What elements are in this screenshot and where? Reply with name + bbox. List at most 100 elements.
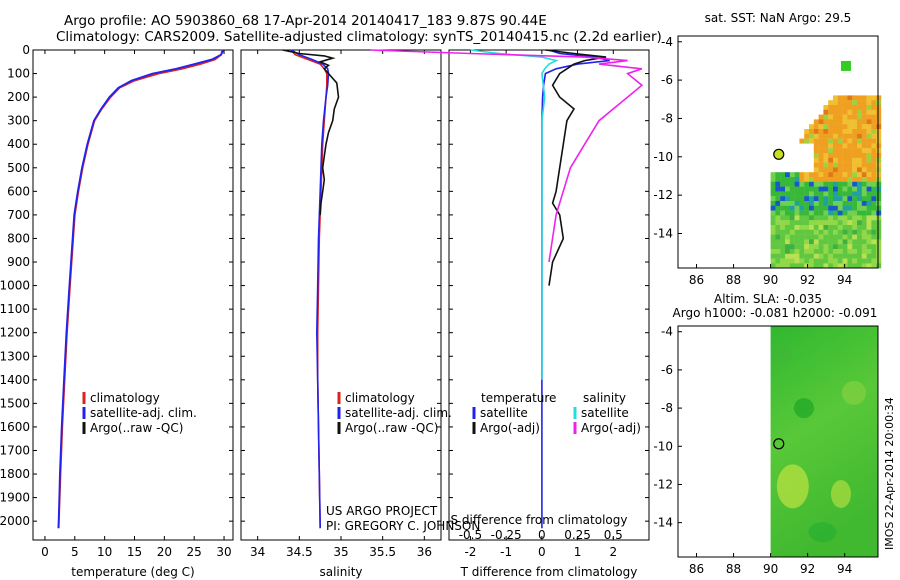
sst-cell [809,196,814,202]
sst-cell [828,181,834,187]
difference-series-1 [545,49,607,286]
sst-cell [861,162,867,168]
sst-cell [876,109,882,115]
sst-cell [866,138,872,144]
sst-cell [813,148,819,154]
sst-cell [823,109,829,115]
sst-cell [847,201,853,206]
sst-cell [804,210,810,216]
sst-cell [857,105,862,110]
sst-cell [833,258,838,264]
sst-cell [833,234,838,240]
sst-cell [852,225,858,230]
sst-cell [828,210,834,216]
sst-cell [876,220,882,226]
difference-series-2 [470,49,559,380]
sst-cell [876,205,882,211]
sst-cell [837,177,843,182]
sst-cell [775,201,781,206]
sst-cell [828,167,834,173]
sst-cell [833,215,838,221]
sst-cell [847,215,853,221]
sst-cell [871,229,877,235]
sst-cell [789,239,795,245]
sst-cell [837,225,843,230]
sst-cell [809,220,814,226]
sst-cell [804,201,810,206]
sla-map-ytick-label: -10 [653,439,673,453]
sst-cell [804,239,810,245]
sst-cell [861,220,867,226]
sst-cell [861,263,867,269]
temperature-ytick-label: 1800 [0,467,30,481]
sst-cell [861,172,867,178]
sst-cell [770,181,776,187]
sst-cell [823,229,829,235]
sst-cell [876,100,882,106]
sst-cell [818,244,824,250]
sst-cell [852,253,858,259]
sla-map-xtick-label: 90 [763,562,778,576]
sst-cell [823,249,829,254]
sst-cell [861,205,867,211]
sst-cell [861,143,867,149]
sst-cell [852,244,858,250]
sst-cell [823,258,829,264]
sst-cell [861,105,867,110]
sst-cell [871,167,877,173]
sst-cell [837,258,843,264]
sst-cell [842,148,848,154]
sst-cell [823,205,829,211]
sst-cell [837,95,843,101]
sst-cell [809,225,814,230]
difference-legend-s-sat-label: satellite [581,406,629,420]
sst-cell [799,210,805,216]
sst-cell [852,196,858,202]
sst-cell [871,177,877,182]
sst-cell [866,143,872,149]
sst-cell [833,201,838,206]
sst-cell [842,124,848,130]
sst-cell [770,177,776,182]
sst-cell [813,177,819,182]
sst-cell [818,205,824,211]
sst-cell [809,215,814,221]
sst-cell [842,249,848,254]
sst-cell [871,249,877,254]
sst-cell [794,201,800,206]
sst-cell [813,244,819,250]
sst-cell [861,234,867,240]
sst-cell [833,162,838,168]
sst-cell [775,234,781,240]
sst-cell [852,215,858,221]
temperature-ytick-label: 200 [7,90,30,104]
sst-cell [842,143,848,149]
sst-cell [809,133,814,139]
sst-cell [876,157,882,163]
sst-cell [857,225,862,230]
sst-cell [837,181,843,187]
sst-cell [799,244,805,250]
sst-cell [828,244,834,250]
sst-cell [866,249,872,254]
sst-cell [809,253,814,259]
sst-cell [813,220,819,226]
sst-cell [818,234,824,240]
sst-cell [789,258,795,264]
sst-cell [799,205,805,211]
sst-cell [837,249,843,254]
sla-blob [793,398,814,419]
sst-cell [857,100,862,106]
sst-cell [785,210,790,216]
sst-cell [866,124,872,130]
sst-cell [871,191,877,197]
difference-xtick-label: -1 [500,545,512,559]
sst-cell [785,205,790,211]
sla-map-ytick-label: -6 [661,363,673,377]
sst-cell [804,205,810,211]
sst-cell [833,186,838,192]
temperature-ytick-label: 800 [7,231,30,245]
sst-cell [857,215,862,221]
sst-cell [785,196,790,202]
sst-cell [871,201,877,206]
